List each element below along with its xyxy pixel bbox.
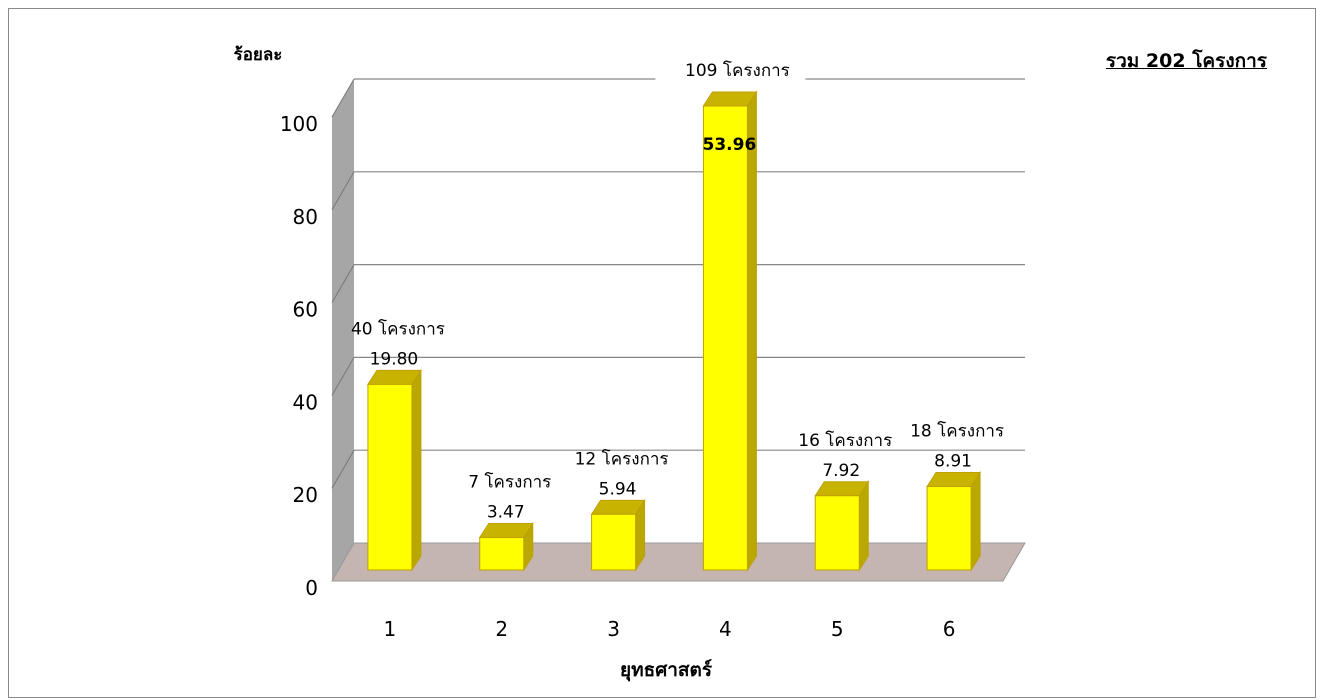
bar-1-top bbox=[367, 369, 422, 385]
y-tick-label: 80 bbox=[293, 205, 318, 229]
project-label: 16 โครงการ bbox=[798, 430, 892, 451]
x-tick-label: 3 bbox=[607, 617, 620, 641]
bar-5-top bbox=[814, 481, 870, 497]
gridline-side-80 bbox=[331, 171, 355, 211]
data-label: 8.91 bbox=[934, 451, 972, 471]
bar-6-top bbox=[926, 471, 981, 487]
bar-6 bbox=[926, 485, 972, 571]
project-label: 7 โครงการ bbox=[468, 472, 551, 493]
bar-1 bbox=[367, 383, 413, 571]
data-label: 53.96 bbox=[703, 135, 757, 155]
bar-2-top bbox=[478, 523, 534, 539]
y-tick-label: 0 bbox=[305, 576, 318, 600]
chart-frame bbox=[8, 8, 1316, 698]
project-label-bg bbox=[655, 56, 806, 82]
bar-4-top bbox=[702, 91, 758, 107]
project-label: 109 โครงการ bbox=[685, 60, 790, 81]
bar-1-side bbox=[411, 368, 422, 572]
bar-4-side bbox=[746, 90, 757, 572]
gridline-side-20 bbox=[331, 449, 355, 489]
x-tick-label: 4 bbox=[719, 617, 732, 641]
data-label: 3.47 bbox=[487, 503, 525, 523]
y-tick-label: 20 bbox=[293, 483, 318, 507]
chart-floor bbox=[331, 542, 1026, 582]
x-tick-label: 6 bbox=[943, 617, 956, 641]
bar-2 bbox=[479, 537, 525, 571]
x-axis-title: ยุทธศาสตร์ bbox=[620, 659, 713, 682]
data-label: 5.94 bbox=[599, 479, 637, 499]
bar-3 bbox=[591, 513, 637, 571]
gridline-side-60 bbox=[331, 264, 355, 303]
total-projects-label: รวม 202 โครงการ bbox=[1105, 50, 1267, 72]
y-tick-label: 60 bbox=[293, 298, 318, 322]
bar-4 bbox=[702, 105, 748, 571]
y-tick-label: 40 bbox=[293, 390, 318, 414]
gridline-side-100 bbox=[331, 78, 355, 118]
data-label: 19.80 bbox=[370, 349, 419, 369]
project-label: 12 โครงการ bbox=[575, 448, 669, 469]
gridline-side-40 bbox=[331, 357, 355, 396]
x-tick-label: 5 bbox=[831, 617, 844, 641]
x-tick-label: 1 bbox=[384, 617, 397, 641]
project-label: 40 โครงการ bbox=[351, 318, 445, 339]
y-tick-label: 100 bbox=[280, 112, 318, 136]
bar-5 bbox=[814, 495, 860, 571]
bar-5-side bbox=[858, 480, 869, 572]
data-label: 7.92 bbox=[822, 461, 860, 481]
bar-3-top bbox=[590, 499, 646, 515]
x-tick-label: 2 bbox=[495, 617, 508, 641]
project-label: 18 โครงการ bbox=[910, 420, 1004, 441]
y-axis-title: ร้อยละ bbox=[234, 45, 283, 65]
side-wall bbox=[332, 79, 354, 581]
bar-6-side bbox=[970, 470, 981, 572]
